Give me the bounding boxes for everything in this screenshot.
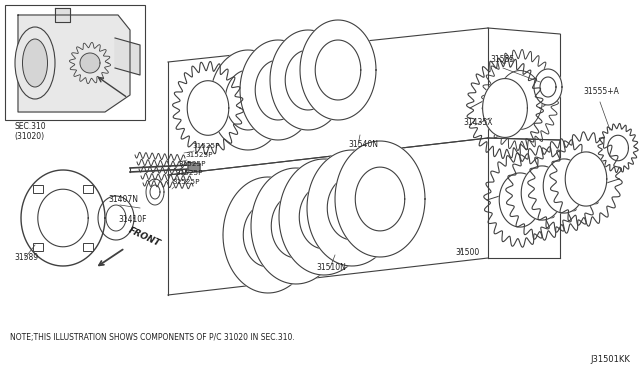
Polygon shape <box>607 135 628 161</box>
Polygon shape <box>300 185 349 249</box>
Polygon shape <box>240 40 316 140</box>
Polygon shape <box>21 170 105 266</box>
Polygon shape <box>521 166 563 220</box>
Polygon shape <box>543 159 585 213</box>
Polygon shape <box>327 176 377 240</box>
Polygon shape <box>316 40 361 100</box>
Polygon shape <box>150 185 160 199</box>
Text: 31407N: 31407N <box>108 195 138 204</box>
Polygon shape <box>279 159 369 275</box>
Polygon shape <box>223 177 313 293</box>
Polygon shape <box>307 150 397 266</box>
Polygon shape <box>285 50 331 110</box>
Polygon shape <box>188 162 200 172</box>
Text: 31410F: 31410F <box>118 215 147 224</box>
Polygon shape <box>540 77 556 97</box>
Polygon shape <box>300 20 376 120</box>
Text: 31435X: 31435X <box>463 118 493 127</box>
Polygon shape <box>335 141 425 257</box>
Polygon shape <box>210 50 286 150</box>
Polygon shape <box>188 81 229 135</box>
Polygon shape <box>271 194 321 258</box>
Polygon shape <box>115 38 140 75</box>
Polygon shape <box>534 69 562 105</box>
Polygon shape <box>146 179 164 205</box>
Polygon shape <box>38 189 88 247</box>
Bar <box>33 243 43 251</box>
Polygon shape <box>55 8 70 22</box>
Polygon shape <box>80 53 100 73</box>
Polygon shape <box>18 15 130 112</box>
Polygon shape <box>498 71 542 129</box>
Polygon shape <box>106 205 126 231</box>
Text: 31525P: 31525P <box>185 152 212 158</box>
Text: 31525P: 31525P <box>172 179 200 185</box>
Bar <box>5 5 145 120</box>
Text: FRONT: FRONT <box>127 225 162 248</box>
Text: J31501KK: J31501KK <box>590 355 630 364</box>
Polygon shape <box>243 203 292 267</box>
Text: 31555+A: 31555+A <box>583 87 619 96</box>
Text: SEC.310
(31020): SEC.310 (31020) <box>14 122 45 141</box>
Ellipse shape <box>15 27 55 99</box>
Text: 31525P: 31525P <box>192 143 220 149</box>
Text: 31589: 31589 <box>14 253 38 262</box>
Polygon shape <box>355 167 404 231</box>
Ellipse shape <box>22 39 47 87</box>
Polygon shape <box>483 78 527 137</box>
Polygon shape <box>565 152 607 206</box>
Bar <box>83 185 93 193</box>
Text: 31510N: 31510N <box>316 263 346 272</box>
Polygon shape <box>98 196 134 240</box>
Bar <box>33 185 43 193</box>
Bar <box>83 243 93 251</box>
Text: NOTE;THIS ILLUSTRATION SHOWS COMPONENTS OF P/C 31020 IN SEC.310.: NOTE;THIS ILLUSTRATION SHOWS COMPONENTS … <box>10 333 295 342</box>
Polygon shape <box>499 173 541 227</box>
Polygon shape <box>251 168 341 284</box>
Polygon shape <box>255 60 301 120</box>
Text: 31540N: 31540N <box>348 140 378 149</box>
Polygon shape <box>225 70 271 130</box>
Text: 31500: 31500 <box>455 248 479 257</box>
Text: 31525P: 31525P <box>178 161 205 167</box>
Text: 31555: 31555 <box>490 55 515 64</box>
Text: 31525P: 31525P <box>175 170 202 176</box>
Polygon shape <box>270 30 346 130</box>
